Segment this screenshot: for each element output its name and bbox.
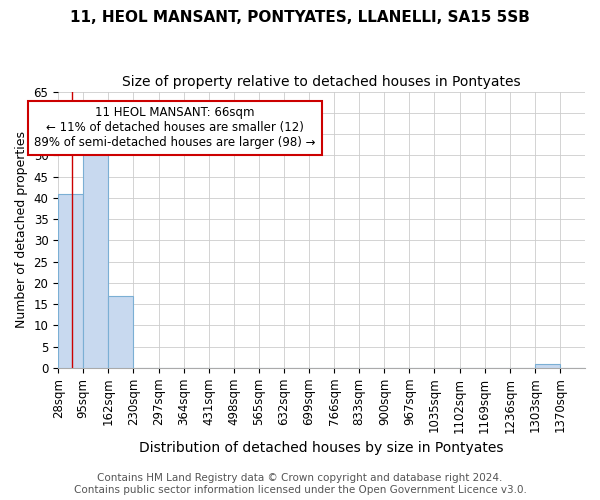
Bar (535, 364, 560, 368)
Y-axis label: Number of detached properties: Number of detached properties (15, 131, 28, 328)
Text: 11, HEOL MANSANT, PONTYATES, LLANELLI, SA15 5SB: 11, HEOL MANSANT, PONTYATES, LLANELLI, S… (70, 10, 530, 25)
Text: 11 HEOL MANSANT: 66sqm
← 11% of detached houses are smaller (12)
89% of semi-det: 11 HEOL MANSANT: 66sqm ← 11% of detached… (34, 106, 316, 150)
X-axis label: Distribution of detached houses by size in Pontyates: Distribution of detached houses by size … (139, 441, 504, 455)
Bar (109, 296, 133, 368)
Bar (83, 147, 109, 368)
Title: Size of property relative to detached houses in Pontyates: Size of property relative to detached ho… (122, 75, 521, 89)
Bar (58, 194, 83, 368)
Text: Contains HM Land Registry data © Crown copyright and database right 2024.
Contai: Contains HM Land Registry data © Crown c… (74, 474, 526, 495)
